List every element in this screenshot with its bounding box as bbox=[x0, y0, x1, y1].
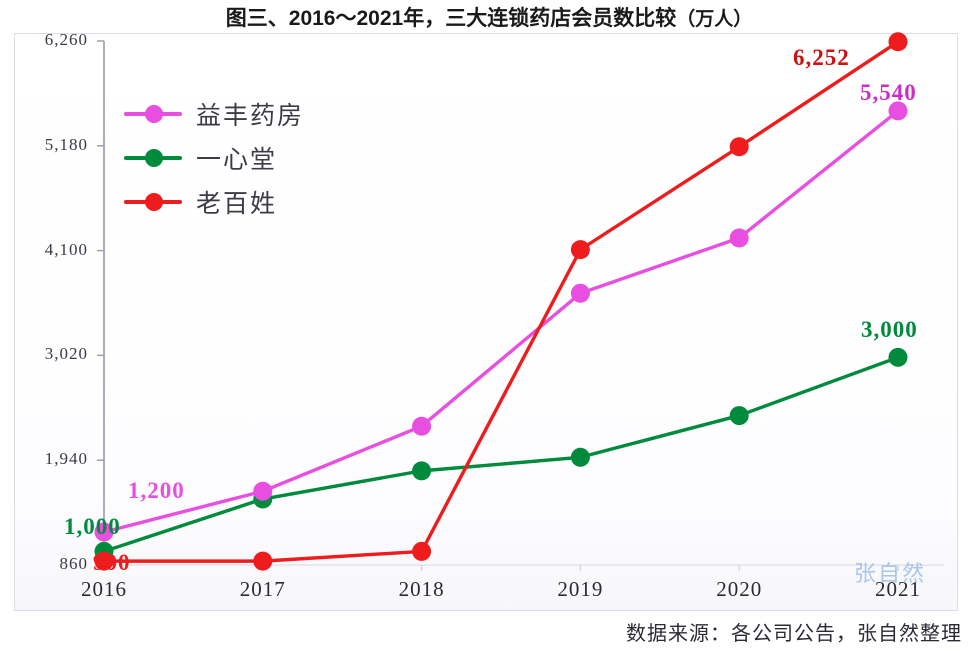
legend-marker-dot bbox=[145, 149, 163, 167]
legend-marker-dot bbox=[145, 193, 163, 211]
x-axis-label: 2017 bbox=[239, 577, 286, 601]
y-axis-label-box: 1,940 bbox=[16, 449, 88, 469]
y-axis-label: 5,180 bbox=[44, 134, 88, 154]
y-axis-label: 3,020 bbox=[44, 344, 88, 364]
x-axis-label: 2021 bbox=[875, 577, 921, 601]
legend-label: 一心堂 bbox=[196, 147, 278, 174]
data-label: 6,252 bbox=[793, 45, 850, 70]
y-axis-label-box: 4,100 bbox=[16, 240, 88, 260]
data-label: 1,000 bbox=[64, 514, 121, 539]
y-axis-label-box: 5,180 bbox=[16, 135, 88, 155]
y-axis-label-box: 860 bbox=[16, 554, 88, 574]
page-title: 图三、2016～2021年，三大连锁药店会员数比较（万人） bbox=[0, 2, 978, 32]
x-axis-label: 2016 bbox=[81, 577, 127, 601]
data-label: 900 bbox=[93, 550, 131, 575]
y-axis-label-box: 6,260 bbox=[16, 30, 88, 50]
data-label: 5,540 bbox=[860, 80, 917, 105]
y-axis-label: 860 bbox=[59, 554, 88, 573]
legend-item-益丰药房[interactable]: 益丰药房 bbox=[124, 92, 304, 136]
data-label: 3,000 bbox=[861, 317, 918, 342]
legend-item-一心堂[interactable]: 一心堂 bbox=[124, 136, 304, 180]
legend-label: 老百姓 bbox=[196, 191, 278, 218]
x-axis-label: 2019 bbox=[557, 577, 604, 601]
source-note: 数据来源：各公司公告，张自然整理 bbox=[626, 623, 962, 645]
watermark-text: 张自然 bbox=[854, 561, 927, 586]
title-unit: （万人） bbox=[676, 9, 753, 30]
legend-line-swatch bbox=[124, 105, 182, 123]
title-main: 图三、2016～2021年，三大连锁药店会员数比较 bbox=[225, 7, 677, 30]
legend-marker-dot bbox=[145, 105, 163, 123]
legend-item-老百姓[interactable]: 老百姓 bbox=[124, 180, 304, 224]
chart-legend: 益丰药房一心堂老百姓 bbox=[124, 92, 304, 224]
x-axis-label: 2020 bbox=[716, 577, 763, 601]
data-label: 1,200 bbox=[128, 478, 185, 503]
y-axis-label: 6,260 bbox=[44, 30, 88, 49]
legend-line-swatch bbox=[124, 193, 182, 211]
x-axis-label: 2018 bbox=[398, 577, 445, 601]
legend-label: 益丰药房 bbox=[196, 103, 305, 130]
legend-line-swatch bbox=[124, 149, 182, 167]
y-axis-label: 4,100 bbox=[44, 239, 88, 259]
y-axis-label-box: 3,020 bbox=[16, 344, 88, 364]
y-axis-label: 1,940 bbox=[44, 449, 88, 469]
